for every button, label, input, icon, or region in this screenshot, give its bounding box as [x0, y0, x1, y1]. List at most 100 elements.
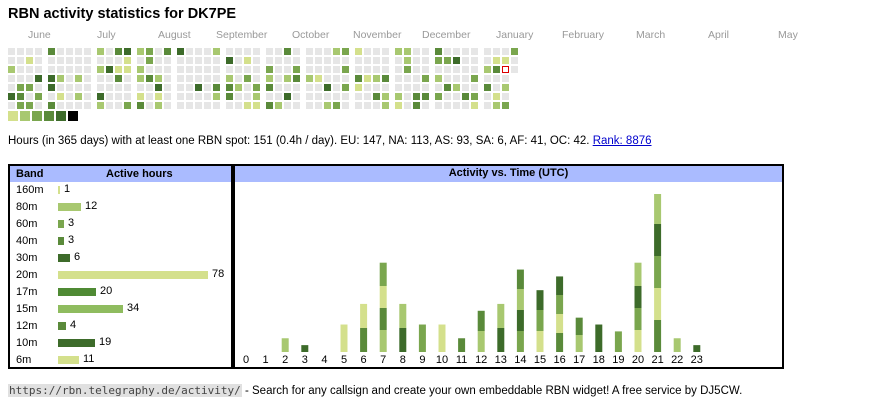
calendar-day-cell: [17, 75, 24, 82]
calendar-day-cell: [35, 48, 42, 55]
calendar-day-cell: [435, 75, 442, 82]
calendar-day-cell: [373, 57, 380, 64]
calendar-day-cell: [275, 93, 282, 100]
calendar-day-cell: [382, 84, 389, 91]
hour-bar-segment: [556, 295, 564, 314]
calendar-day-cell: [395, 93, 402, 100]
hour-tick-label: 14: [514, 354, 526, 366]
calendar-day-cell: [306, 48, 313, 55]
calendar-day-cell: [462, 84, 469, 91]
rank-link[interactable]: Rank: 8876: [592, 135, 652, 147]
calendar-day-cell: [493, 48, 500, 55]
calendar-day-cell: [244, 75, 251, 82]
calendar-day-cell: [404, 66, 411, 73]
calendar-day-cell: [333, 84, 340, 91]
footer-text: - Search for any callsign and create you…: [241, 385, 743, 397]
calendar-day-cell: [17, 48, 24, 55]
calendar-day-cell: [413, 66, 420, 73]
hour-bar: [340, 324, 348, 352]
calendar-day-cell: [57, 57, 64, 64]
calendar-day-cell: [137, 102, 144, 109]
calendar-day-cell: [97, 66, 104, 73]
calendar-day-cell: [333, 57, 340, 64]
calendar-day-cell: [204, 93, 211, 100]
hour-bar-segment: [634, 286, 642, 308]
calendar-day-cell: [306, 57, 313, 64]
calendar-day-cell: [57, 93, 64, 100]
calendar-day-cell: [422, 66, 429, 73]
calendar-day-cell: [235, 84, 242, 91]
footer-url[interactable]: https://rbn.telegraphy.de/activity/: [8, 384, 242, 397]
calendar-day-cell: [293, 48, 300, 55]
calendar-day-cell: [284, 75, 291, 82]
calendar-day-cell: [8, 48, 15, 55]
band-table: Band Active hours 160m 1 80m 12 60m 3 40m 3 30m 6…: [8, 164, 233, 369]
calendar-day-cell: [17, 66, 24, 73]
legend-swatch: [20, 111, 30, 121]
calendar-day-cell: [164, 57, 171, 64]
calendar-day-cell: [35, 84, 42, 91]
hour-bar-segment: [516, 289, 524, 310]
calendar-day-cell: [17, 57, 24, 64]
calendar-day-cell: [413, 93, 420, 100]
month-label: June: [28, 29, 51, 41]
hour-bar-segment: [379, 308, 387, 330]
hour-bar-segment: [634, 330, 642, 352]
calendar-day-cell: [266, 93, 273, 100]
calendar-day-cell: [266, 84, 273, 91]
hour-bar-segment: [673, 338, 681, 352]
band-bar: [58, 220, 64, 228]
calendar-day-cell: [342, 102, 349, 109]
calendar-day-cell: [195, 84, 202, 91]
calendar-day-cell: [413, 48, 420, 55]
calendar-day-cell: [511, 66, 518, 73]
calendar-day-cell: [84, 93, 91, 100]
band-bar: [58, 203, 81, 211]
calendar-day-cell: [35, 102, 42, 109]
calendar-day-cell: [226, 93, 233, 100]
calendar-day-cell: [213, 48, 220, 55]
calendar-day-cell: [177, 57, 184, 64]
calendar-day-cell: [462, 93, 469, 100]
hour-tick-label: 4: [321, 354, 327, 366]
hour-bar-segment: [614, 331, 622, 352]
calendar-day-cell: [315, 93, 322, 100]
calendar-day-cell: [422, 75, 429, 82]
activity-calendar: June July August September October November De…: [0, 0, 870, 110]
calendar-day-cell: [155, 48, 162, 55]
calendar-day-cell: [453, 84, 460, 91]
hour-bar: [516, 269, 524, 352]
hour-tick-label: 18: [593, 354, 605, 366]
calendar-day-cell: [373, 66, 380, 73]
calendar-day-cell: [226, 48, 233, 55]
band-row: 20m 78: [10, 267, 231, 284]
hour-bar-segment: [360, 328, 368, 352]
calendar-day-cell: [293, 57, 300, 64]
calendar-day-cell: [404, 93, 411, 100]
calendar-day-cell: [213, 57, 220, 64]
month-label: March: [636, 29, 666, 41]
band-bar: [58, 288, 96, 296]
calendar-day-cell: [244, 66, 251, 73]
calendar-day-cell: [364, 66, 371, 73]
hour-bar: [458, 338, 466, 352]
hour-bar-segment: [595, 324, 603, 352]
band-bar: [58, 305, 123, 313]
band-hours: 4: [70, 319, 77, 331]
calendar-day-cell: [124, 102, 131, 109]
calendar-day-cell: [137, 66, 144, 73]
hour-tick-label: 2: [282, 354, 288, 366]
calendar-day-cell: [284, 57, 291, 64]
calendar-day-cell: [106, 102, 113, 109]
calendar-day-cell: [444, 75, 451, 82]
calendar-day-cell: [355, 102, 362, 109]
band-row: 30m 6: [10, 250, 231, 267]
calendar-day-cell: [26, 75, 33, 82]
hour-tick-label: 21: [651, 354, 663, 366]
calendar-day-cell: [226, 102, 233, 109]
calendar-day-cell: [155, 66, 162, 73]
calendar-day-cell: [364, 57, 371, 64]
calendar-day-cell: [106, 66, 113, 73]
calendar-day-cell: [195, 102, 202, 109]
calendar-day-cell: [164, 66, 171, 73]
